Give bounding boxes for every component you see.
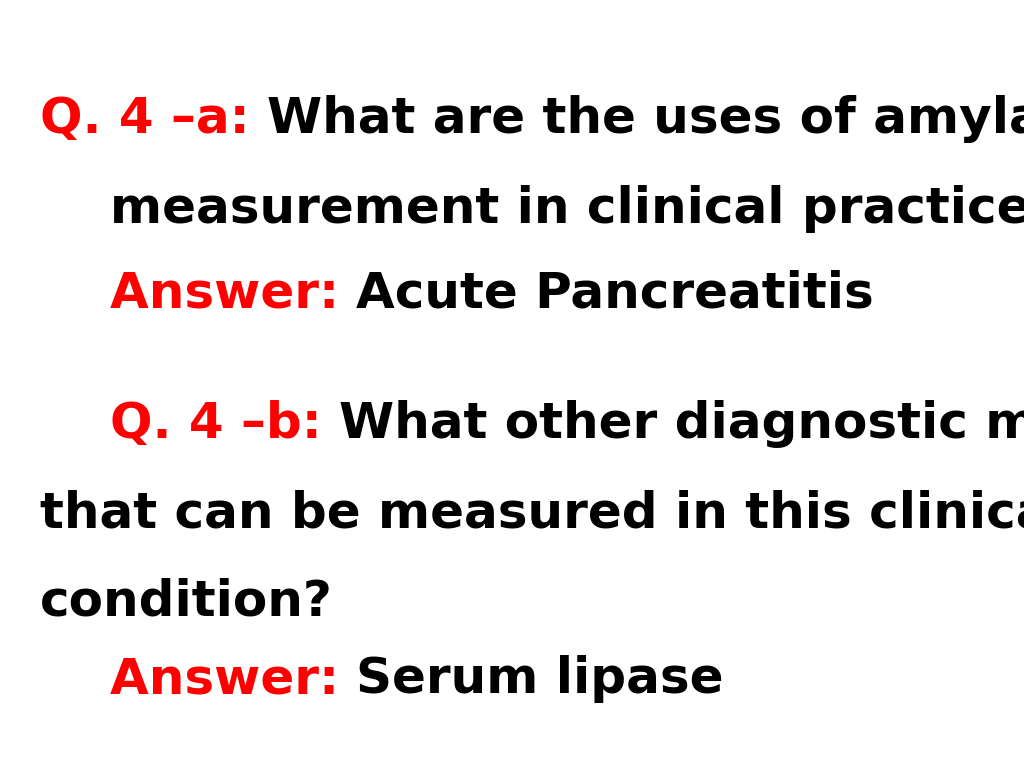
Text: Answer:: Answer: bbox=[110, 655, 356, 703]
Text: Q. 4 –b:: Q. 4 –b: bbox=[110, 400, 339, 448]
Text: Q. 4 –a:: Q. 4 –a: bbox=[40, 95, 267, 143]
Text: What are the uses of amylase: What are the uses of amylase bbox=[267, 95, 1024, 143]
Text: measurement in clinical practice?: measurement in clinical practice? bbox=[110, 185, 1024, 233]
Text: that can be measured in this clinical: that can be measured in this clinical bbox=[40, 490, 1024, 538]
Text: condition?: condition? bbox=[40, 578, 333, 626]
Text: Answer:: Answer: bbox=[110, 270, 356, 318]
Text: Serum lipase: Serum lipase bbox=[356, 655, 724, 703]
Text: What other diagnostic marker: What other diagnostic marker bbox=[339, 400, 1024, 448]
Text: Acute Pancreatitis: Acute Pancreatitis bbox=[356, 270, 874, 318]
